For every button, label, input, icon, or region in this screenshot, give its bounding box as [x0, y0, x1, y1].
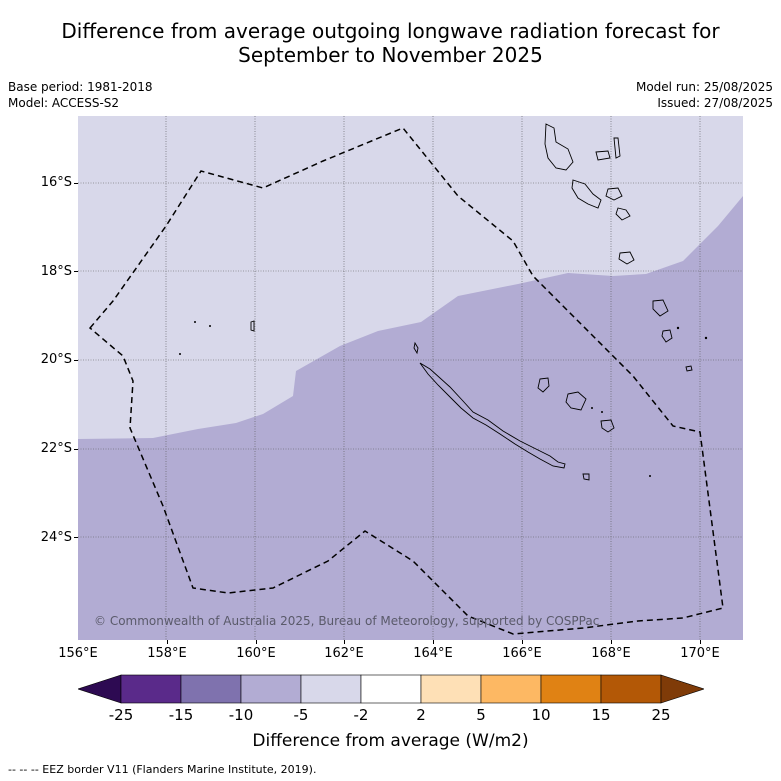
- colorbar-tick-label: -2: [353, 706, 369, 724]
- lat-tick: [74, 271, 78, 272]
- lon-label-162e: 162°E: [324, 646, 364, 661]
- model-name: Model: ACCESS-S2: [8, 96, 120, 110]
- coastlines: [250, 123, 693, 481]
- lon-tick: [611, 640, 612, 644]
- colorbar-cell: [420, 674, 482, 704]
- lon-label-168e: 168°E: [591, 646, 631, 661]
- islets: [179, 321, 708, 477]
- colorbar-tick-label: -10: [228, 706, 254, 724]
- island-lifou: [565, 391, 587, 411]
- colorbar-tick-label: 5: [476, 706, 486, 724]
- map-panel: © Commonwealth of Australia 2025, Bureau…: [78, 116, 743, 640]
- island-aneityum: [685, 365, 693, 372]
- graticule: [78, 116, 743, 640]
- title-line-2: September to November 2025: [238, 43, 543, 67]
- model-run: Model run: 25/08/2025: [635, 80, 773, 94]
- lon-label-156e: 156°E: [58, 646, 98, 661]
- lon-tick: [344, 640, 345, 644]
- colorbar-tick-label: 10: [531, 706, 551, 724]
- island-new-caledonia: [419, 362, 566, 469]
- colorbar-tick-label: 15: [591, 706, 611, 724]
- colorbar-cell: [180, 674, 242, 704]
- lat-tick: [74, 449, 78, 450]
- colorbar-tick-label: -15: [168, 706, 194, 724]
- colorbar-tick-label: -5: [293, 706, 309, 724]
- island-efate: [618, 251, 635, 265]
- colorbar-title: Difference from average (W/m2): [252, 731, 529, 751]
- island-epi: [615, 207, 631, 221]
- island-isle-of-pines: [582, 473, 590, 481]
- lon-tick: [167, 640, 168, 644]
- colorbar-cell: [600, 674, 662, 704]
- lat-label-24s: 24°S: [40, 530, 72, 545]
- island-erromango: [652, 299, 669, 317]
- colorbar-cell: [300, 674, 362, 704]
- colorbar-cells: [78, 674, 704, 704]
- colorbar-tick-label: 25: [651, 706, 671, 724]
- eez-border: [88, 127, 724, 635]
- lon-label-164e: 164°E: [413, 646, 453, 661]
- island-malakula: [571, 179, 602, 209]
- copyright-notice: © Commonwealth of Australia 2025, Bureau…: [94, 614, 600, 628]
- island-ouvea: [537, 377, 550, 393]
- base-period: Base period: 1981-2018: [8, 80, 153, 94]
- map-svg: [78, 116, 743, 640]
- colorbar-cell: [120, 674, 182, 704]
- lon-tick: [433, 640, 434, 644]
- island-espiritu-santo: [544, 123, 574, 171]
- island-maewo: [613, 137, 621, 159]
- issued-date: Issued: 27/08/2025: [657, 96, 773, 110]
- colorbar-tick-label: -25: [108, 706, 134, 724]
- colorbar-extend-max: [660, 674, 704, 704]
- lat-tick: [74, 183, 78, 184]
- map-title: Difference from average outgoing longwav…: [0, 19, 781, 67]
- lon-label-160e: 160°E: [236, 646, 276, 661]
- meta-right: Model run: 25/08/2025 Issued: 27/08/2025: [636, 79, 773, 111]
- lat-label-22s: 22°S: [40, 441, 72, 456]
- lon-label-158e: 158°E: [147, 646, 187, 661]
- island-ambrym: [605, 187, 623, 201]
- lon-label-166e: 166°E: [502, 646, 542, 661]
- lat-label-16s: 16°S: [40, 175, 72, 190]
- lat-tick: [74, 537, 78, 538]
- lat-label-18s: 18°S: [40, 264, 72, 279]
- lat-tick: [74, 360, 78, 361]
- colorbar-cell: [240, 674, 302, 704]
- island-tanna: [661, 329, 673, 343]
- colorbar-cell: [480, 674, 542, 704]
- island-chesterfield: [250, 320, 255, 332]
- lon-tick: [522, 640, 523, 644]
- eez-legend-footer: -- -- -- EEZ border V11 (Flanders Marine…: [8, 763, 317, 776]
- island-mare: [600, 419, 615, 433]
- colorbar-cell: [540, 674, 602, 704]
- colorbar-cell: [360, 674, 422, 704]
- meta-left: Base period: 1981-2018 Model: ACCESS-S2: [8, 79, 153, 111]
- island-malo: [595, 150, 611, 161]
- title-line-1: Difference from average outgoing longwav…: [61, 19, 720, 43]
- lat-label-20s: 20°S: [40, 352, 72, 367]
- island-belep: [413, 341, 419, 355]
- lon-tick: [700, 640, 701, 644]
- colorbar-extend-min: [78, 674, 122, 704]
- lon-label-170e: 170°E: [680, 646, 720, 661]
- lon-tick: [256, 640, 257, 644]
- colorbar: [78, 674, 704, 704]
- colorbar-tick-label: 2: [416, 706, 426, 724]
